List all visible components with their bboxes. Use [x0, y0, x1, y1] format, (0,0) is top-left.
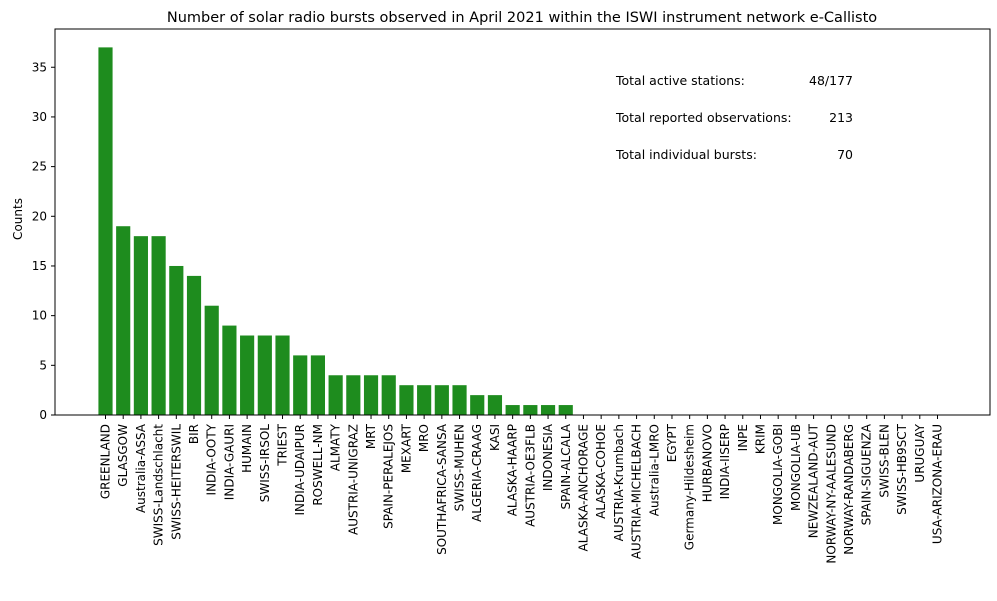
x-tick-label: SPAIN-PERALEJOS [382, 424, 396, 529]
annotation-value-stations: 48/177 [809, 73, 853, 88]
x-tick-label: SWISS-HEITERSWIL [169, 424, 183, 540]
bar-indonesia [540, 405, 556, 415]
x-tick-label: NORWAY-RANDABERG [842, 424, 856, 555]
bar-austria-oe3flb [523, 405, 538, 415]
y-tick-label: 5 [39, 358, 47, 372]
bar-mro [417, 385, 432, 415]
x-tick-label: INPE [736, 424, 750, 451]
annotation-value-observations: 213 [829, 110, 853, 125]
bar-humain [240, 335, 255, 415]
x-tick-label: ALASKA-COHOE [594, 424, 608, 519]
y-tick-label: 30 [32, 110, 47, 124]
bars-group [98, 47, 573, 415]
bar-kasi [487, 395, 503, 415]
bar-almaty [328, 375, 343, 415]
x-tick-label: INDIA-OOTY [205, 423, 219, 495]
x-tick-label: MONGOLIA-GOBI [771, 424, 785, 525]
x-tick-label: SWISS-Landschlacht [152, 424, 166, 546]
x-tick-label: ALMATY [329, 423, 343, 471]
x-tick-label: SWISS-MUHEN [453, 424, 467, 511]
y-tick-label: 20 [32, 209, 47, 223]
annotation-value-bursts: 70 [837, 147, 853, 162]
bar-australia-assa [133, 236, 148, 415]
bar-swiss-heiterswil [169, 265, 184, 415]
x-tick-label: MEXART [399, 423, 413, 473]
bar-austria-unigraz [346, 375, 361, 415]
x-tick-label: SWISS-IRSOL [258, 424, 272, 503]
x-tick-label: KASI [488, 424, 502, 451]
y-tick-label: 10 [32, 309, 47, 323]
x-tick-label: SWISS-HB9SCT [895, 423, 909, 514]
bar-mrt [363, 375, 379, 415]
x-tick-label: USA-ARIZONA-ERAU [931, 424, 945, 544]
x-tick-label: Australia-LMRO [647, 424, 661, 516]
bar-algeria-craag [470, 395, 485, 415]
bar-swiss-landschlacht [151, 236, 166, 415]
x-tick-label: SOUTHAFRICA-SANSA [435, 423, 449, 555]
x-tick-label: INDIA-UDAIPUR [293, 424, 307, 516]
x-tick-label: Germany-Hildesheim [683, 424, 697, 550]
x-tick-label: AUSTRIA-MICHELBACH [630, 424, 644, 559]
bar-greenland [98, 47, 113, 415]
bar-spain-alcala [558, 405, 573, 415]
x-tick-label: MRO [417, 424, 431, 452]
x-tick-label: AUSTRIA-OE3FLB [523, 424, 537, 527]
bar-spain-peralejos [381, 375, 396, 415]
x-tick-label: SPAIN-SIGUENZA [860, 423, 874, 525]
x-tick-label: URUGUAY [913, 423, 927, 482]
annotation-label-stations: Total active stations: [615, 73, 745, 88]
x-tick-label: HURBANOVO [700, 424, 714, 502]
bar-bir [186, 275, 202, 415]
x-tick-label: INDONESIA [541, 423, 555, 491]
bar-swiss-muhen [452, 385, 467, 415]
bar-triest [275, 335, 290, 415]
bar-mexart [399, 385, 414, 415]
annotation-label-bursts: Total individual bursts: [615, 147, 757, 162]
bar-roswell-nm [310, 355, 325, 415]
y-tick-label: 15 [32, 259, 47, 273]
y-tick-label: 25 [32, 160, 47, 174]
bar-alaska-haarp [505, 405, 520, 415]
x-tick-label: INDIA-GAURI [222, 424, 236, 500]
chart-title: Number of solar radio bursts observed in… [167, 10, 877, 26]
x-tick-label: ROSWELL-NM [311, 424, 325, 506]
x-tick-label: MRT [364, 423, 378, 449]
x-tick-label: TRIEST [276, 423, 290, 466]
x-tick-label: Australia-ASSA [134, 423, 148, 513]
x-tick-label: ALASKA-ANCHORAGE [576, 424, 590, 551]
y-axis: 0 5 10 15 20 25 30 35 [32, 60, 55, 422]
bar-southafrica-sansa [434, 385, 449, 415]
x-tick-label: ALASKA-HAARP [506, 424, 520, 516]
x-axis: GREENLAND GLASGOW Australia-ASSA SWISS-Land… [99, 415, 945, 564]
x-tick-label: ALGERIA-CRAAG [470, 424, 484, 522]
x-tick-label: MONGOLIA-UB [789, 424, 803, 511]
annotation-label-observations: Total reported observations: [615, 110, 792, 125]
bar-india-udaipur [293, 355, 308, 415]
x-tick-label: GREENLAND [99, 424, 113, 499]
x-tick-label: BIR [187, 424, 201, 444]
x-tick-label: SWISS-BLEN [877, 424, 891, 498]
bar-glasgow [116, 226, 131, 415]
x-tick-label: NORWAY-NY-AALESUND [824, 424, 838, 564]
plot-frame [54, 28, 991, 416]
x-tick-label: AUSTRIA-Krumbach [612, 424, 626, 541]
x-tick-label: HUMAIN [240, 424, 254, 473]
y-tick-label: 0 [39, 408, 47, 422]
x-tick-label: GLASGOW [116, 424, 130, 487]
x-tick-label: AUSTRIA-UNIGRAZ [346, 424, 360, 535]
x-tick-label: EGYPT [665, 423, 679, 462]
y-tick-label: 35 [32, 60, 47, 74]
x-tick-label: NEWZEALAND-AUT [807, 423, 821, 538]
summary-annotations: Total active stations: 48/177 Total repo… [615, 73, 853, 162]
bar-india-ooty [204, 305, 219, 415]
x-tick-label: KRIM [753, 424, 767, 454]
x-tick-label: INDIA-IISERP [718, 424, 732, 499]
y-axis-label: Counts [11, 198, 25, 240]
bar-india-gauri [222, 325, 237, 415]
x-tick-label: SPAIN-ALCALA [559, 423, 573, 509]
bar-swiss-irsol [257, 335, 272, 415]
